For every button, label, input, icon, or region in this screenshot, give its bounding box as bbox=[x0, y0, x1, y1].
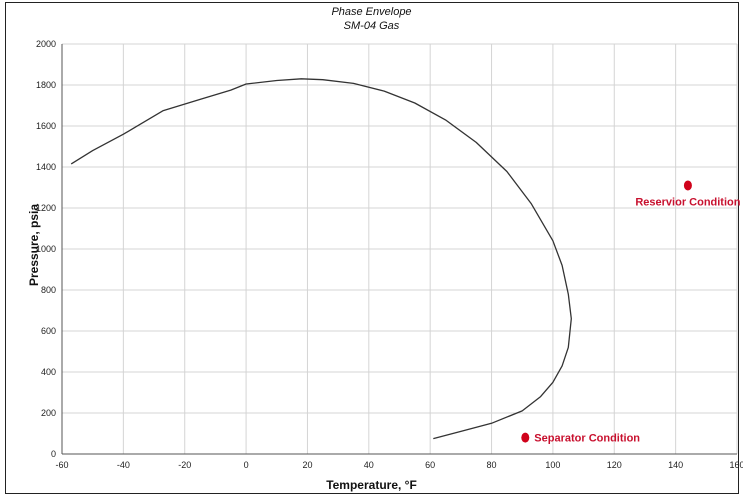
y-tick-label: 0 bbox=[51, 449, 56, 459]
y-tick-label: 1600 bbox=[36, 121, 56, 131]
y-tick-label: 200 bbox=[41, 408, 56, 418]
reservoir-condition-point bbox=[683, 180, 692, 191]
x-tick-label: 60 bbox=[425, 460, 435, 470]
x-tick-label: 80 bbox=[487, 460, 497, 470]
x-tick-label: 20 bbox=[302, 460, 312, 470]
x-tick-label: -20 bbox=[178, 460, 191, 470]
x-tick-label: 0 bbox=[244, 460, 249, 470]
y-tick-label: 1000 bbox=[36, 244, 56, 254]
chart-subtitle: SM-04 Gas bbox=[343, 20, 400, 32]
separator-condition-label: Separator Condition bbox=[534, 433, 640, 445]
x-tick-label: 120 bbox=[607, 460, 622, 470]
y-tick-label: 1400 bbox=[36, 162, 56, 172]
y-tick-label: 400 bbox=[41, 367, 56, 377]
y-tick-label: 1200 bbox=[36, 203, 56, 213]
x-axis-label: Temperature, °F bbox=[326, 478, 417, 492]
y-tick-label: 1800 bbox=[36, 80, 56, 90]
y-tick-label: 2000 bbox=[36, 39, 56, 49]
y-tick-label: 600 bbox=[41, 326, 56, 336]
x-tick-label: 40 bbox=[364, 460, 374, 470]
chart-frame bbox=[5, 2, 739, 494]
x-tick-label: -40 bbox=[117, 460, 130, 470]
phase-envelope-curve bbox=[70, 78, 572, 440]
reservoir-condition-label: Reservior Condition bbox=[635, 196, 740, 208]
x-tick-label: -60 bbox=[55, 460, 68, 470]
chart-title: Phase Envelope bbox=[331, 6, 412, 18]
x-tick-label: 100 bbox=[545, 460, 560, 470]
separator-condition-point bbox=[521, 432, 530, 443]
x-tick-label: 140 bbox=[668, 460, 683, 470]
x-tick-label: 160 bbox=[729, 460, 743, 470]
y-tick-label: 800 bbox=[41, 285, 56, 295]
